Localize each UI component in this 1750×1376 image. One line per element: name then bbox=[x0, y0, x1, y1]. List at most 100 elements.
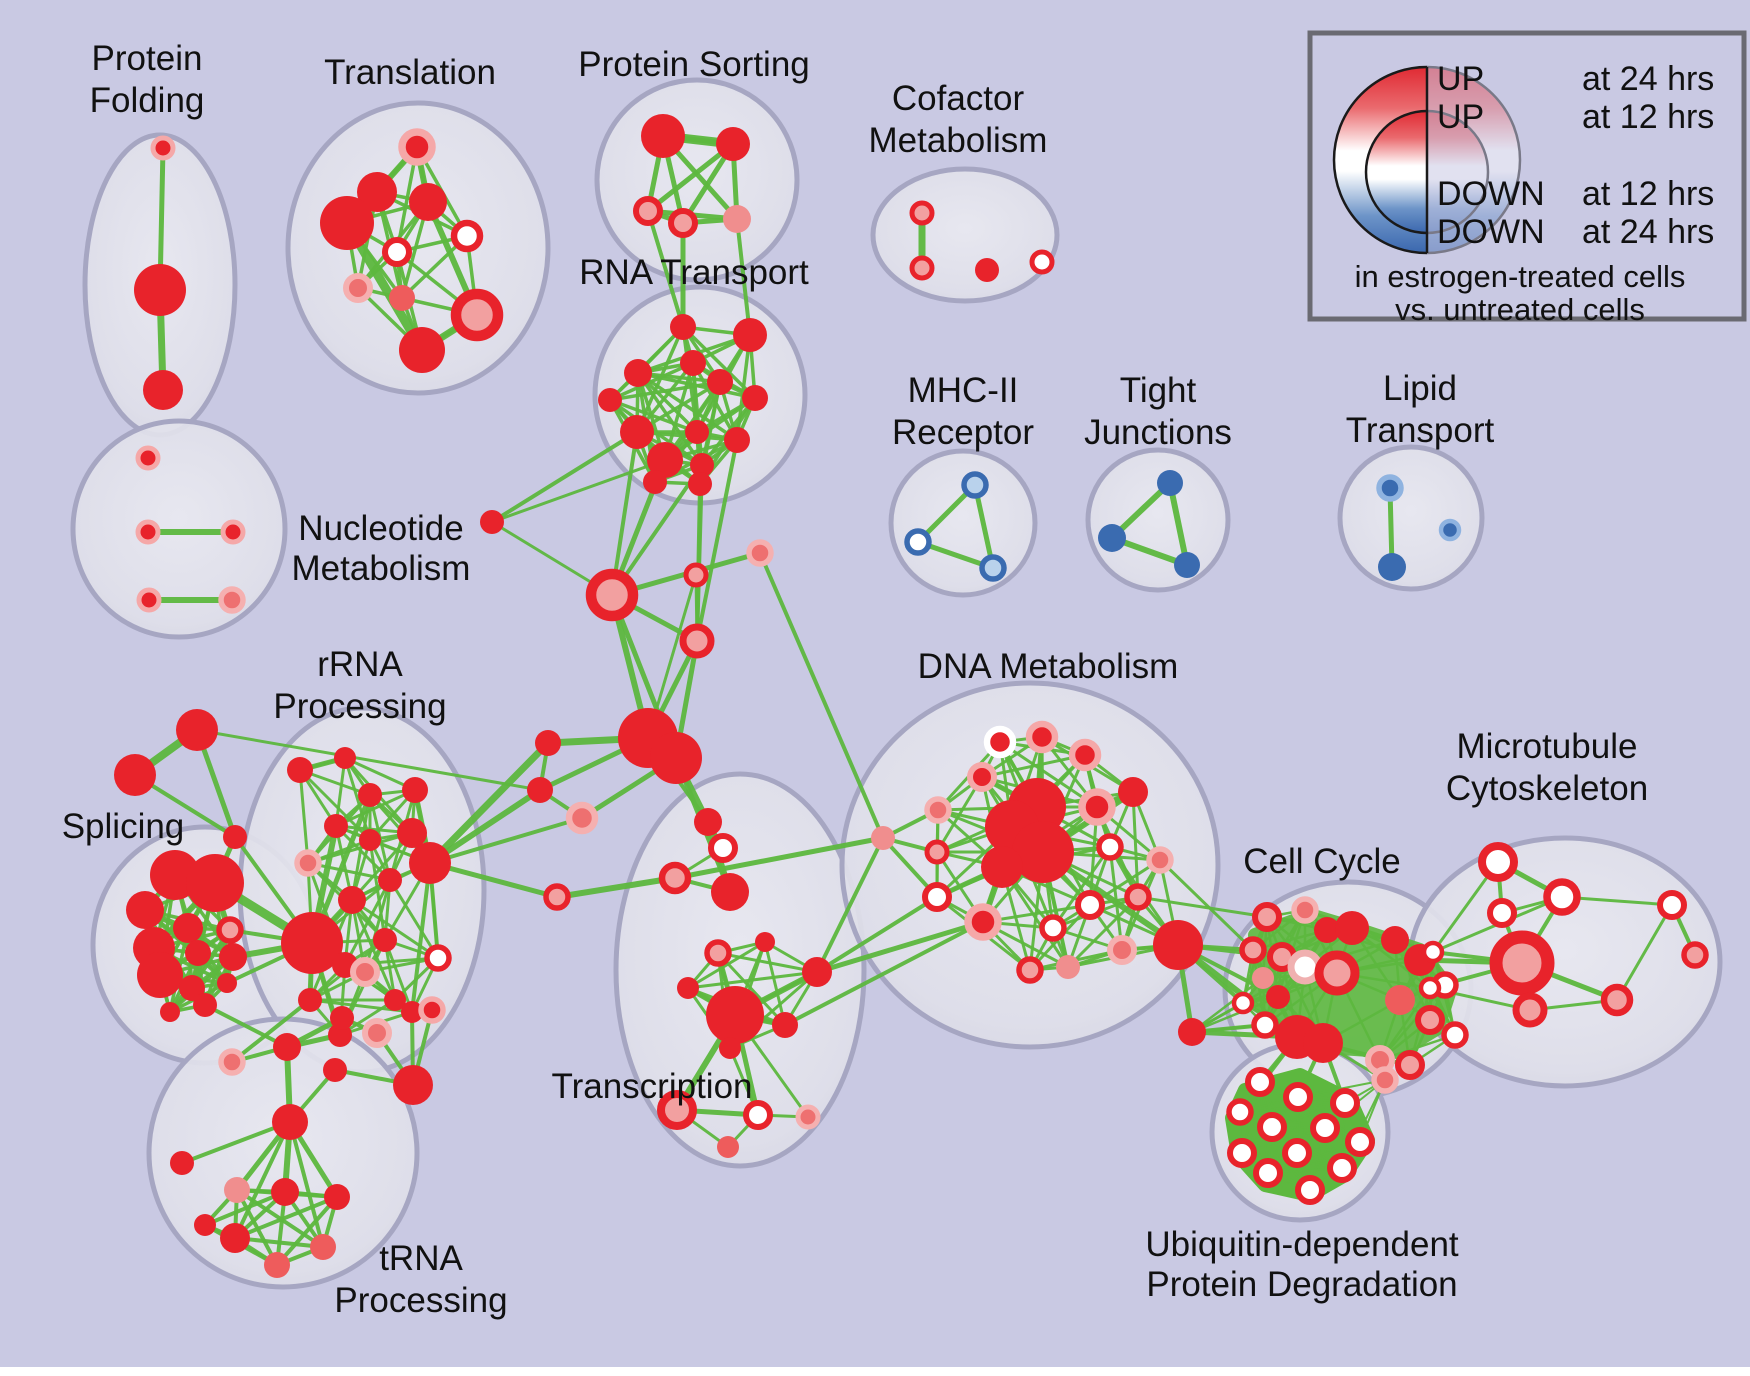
node-st2 bbox=[223, 825, 247, 849]
edge-tc5-tc10 bbox=[763, 940, 787, 1027]
node-mc1 bbox=[1543, 878, 1581, 916]
legend-level-3: DOWN bbox=[1437, 213, 1545, 251]
edge-ta0-ta12 bbox=[233, 1120, 292, 1240]
node-c1 bbox=[1291, 896, 1319, 924]
legend-level-2: DOWN bbox=[1437, 175, 1545, 213]
cluster-label-rna-transport: RNA Transport bbox=[579, 253, 809, 292]
edge-c6-c14 bbox=[1190, 976, 1265, 1034]
node-tc2 bbox=[658, 861, 692, 895]
edge-ta11-ta12 bbox=[233, 1195, 339, 1240]
node-rr13 bbox=[373, 928, 397, 952]
edge-rr13-rr19 bbox=[383, 938, 414, 1014]
node-cf3 bbox=[1029, 249, 1055, 275]
edge-d12-c4 bbox=[1158, 858, 1255, 952]
node-d3 bbox=[967, 762, 997, 792]
node-s3 bbox=[173, 913, 203, 943]
node-d1 bbox=[1025, 720, 1059, 754]
node-mc5 bbox=[1512, 992, 1548, 1028]
node-tc6 bbox=[704, 939, 732, 967]
cluster-label-trna-processing: tRNA Processing bbox=[334, 1239, 507, 1320]
node-rr19 bbox=[401, 1001, 423, 1023]
node-tc3 bbox=[543, 883, 571, 911]
edge-s11-ta3 bbox=[203, 1003, 289, 1049]
edge-rr10-rr12 bbox=[343, 878, 392, 967]
node-h8 bbox=[565, 801, 599, 835]
node-l2 bbox=[1438, 518, 1462, 542]
node-ta10 bbox=[271, 1178, 299, 1206]
node-r2 bbox=[624, 359, 652, 387]
node-cf2 bbox=[975, 258, 999, 282]
node-ta2 bbox=[218, 1048, 246, 1076]
edge-rr17-ta2 bbox=[230, 998, 312, 1064]
edge-tc7-tc8 bbox=[686, 970, 819, 990]
edge-r2-r10 bbox=[636, 371, 704, 467]
node-t9 bbox=[399, 327, 445, 373]
node-n3 bbox=[136, 587, 162, 613]
edge-tc7-d15 bbox=[814, 919, 986, 975]
node-d5 bbox=[1118, 777, 1148, 807]
edge-tc6-tc7 bbox=[716, 951, 819, 974]
edge-c9-c14 bbox=[1190, 995, 1280, 1034]
node-c20 bbox=[1441, 1021, 1469, 1049]
edge-ta10-ta15 bbox=[203, 1190, 287, 1227]
edge-tc6-tc10 bbox=[716, 951, 787, 1027]
node-c0 bbox=[1252, 902, 1282, 932]
node-ta7 bbox=[362, 1018, 392, 1048]
node-b0 bbox=[871, 826, 895, 850]
cluster-label-protein-sorting: Protein Sorting bbox=[578, 45, 810, 84]
edge-tc7-d14 bbox=[815, 895, 939, 974]
node-s6 bbox=[185, 940, 211, 966]
cluster-label-cofactor-metabolism: Cofactor Metabolism bbox=[869, 79, 1048, 160]
node-c7 bbox=[1287, 949, 1323, 985]
node-tc11 bbox=[719, 1037, 741, 1059]
legend-caption-0: in estrogen-treated cells bbox=[1355, 259, 1686, 294]
edge-r4-r13 bbox=[608, 380, 722, 402]
node-m2 bbox=[979, 554, 1007, 582]
cluster-label-splicing: Splicing bbox=[62, 807, 185, 846]
edge-r10-r13 bbox=[608, 398, 704, 467]
edge-ta11-ta14 bbox=[275, 1195, 339, 1267]
node-c14 bbox=[1178, 1018, 1206, 1046]
edge-tc2-b0 bbox=[672, 835, 886, 881]
edge-r7-r13 bbox=[608, 398, 699, 434]
node-ps2 bbox=[633, 196, 663, 226]
node-r11 bbox=[643, 470, 667, 494]
cluster-label-lipid-transport: Lipid Transport bbox=[1346, 369, 1495, 450]
node-s10 bbox=[217, 973, 237, 993]
edge-h9-r6 bbox=[490, 430, 639, 524]
node-rr5 bbox=[324, 814, 348, 838]
node-rr9 bbox=[338, 886, 366, 914]
cluster-label-tight-junctions: Tight Junctions bbox=[1084, 371, 1232, 452]
node-d19 bbox=[1107, 935, 1137, 965]
node-d0 bbox=[983, 725, 1017, 759]
edge-u10-u12 bbox=[1341, 1079, 1386, 1169]
edge-rr3-rr5 bbox=[334, 788, 417, 828]
node-n0 bbox=[135, 445, 161, 471]
node-d4 bbox=[924, 796, 952, 824]
cluster-label-protein-folding: Protein Folding bbox=[90, 39, 205, 120]
node-t1 bbox=[357, 172, 397, 212]
edge-rr10-rr15 bbox=[363, 878, 392, 974]
node-c15 bbox=[1381, 926, 1409, 954]
node-d12 bbox=[1146, 846, 1174, 874]
node-c24 bbox=[1418, 976, 1442, 1000]
edge-d11-d19 bbox=[1108, 845, 1124, 952]
cluster-label-microtubule-cytoskeleton: Microtubule Cytoskeleton bbox=[1446, 727, 1648, 808]
node-r4 bbox=[707, 369, 733, 395]
node-mc4 bbox=[1600, 983, 1634, 1017]
node-d13 bbox=[981, 846, 1023, 888]
edge-h9-r9 bbox=[490, 458, 667, 524]
node-d22 bbox=[1153, 920, 1203, 970]
node-s8 bbox=[137, 952, 183, 998]
node-ta9 bbox=[224, 1177, 250, 1203]
node-l0 bbox=[1376, 474, 1404, 502]
node-c19 bbox=[1415, 1005, 1445, 1035]
edge-u4-u9 bbox=[1267, 1102, 1346, 1174]
node-s4 bbox=[216, 916, 244, 944]
node-h6 bbox=[535, 730, 561, 756]
node-ps4 bbox=[723, 205, 751, 233]
node-tc5 bbox=[755, 932, 775, 952]
node-rr1 bbox=[334, 747, 356, 769]
edge-d11-d18 bbox=[1051, 845, 1112, 930]
node-h2 bbox=[585, 568, 639, 622]
